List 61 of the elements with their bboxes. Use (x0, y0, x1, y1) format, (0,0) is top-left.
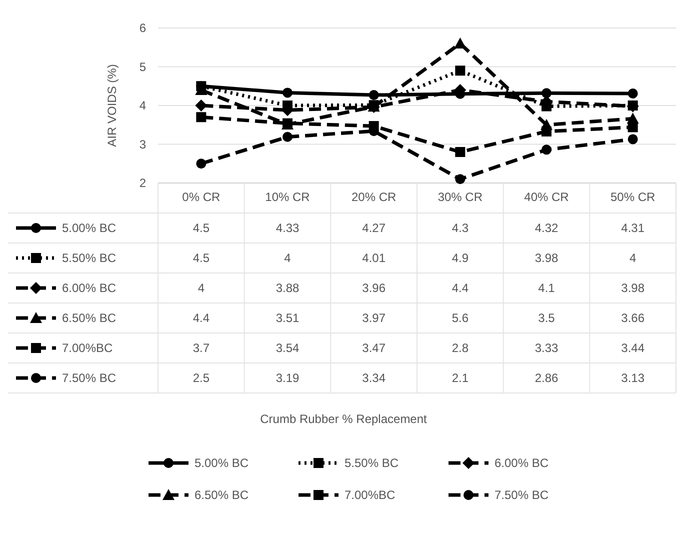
data-label: 4.32 (534, 221, 558, 236)
x-tick-label: 30% CR (438, 190, 483, 204)
y-tick-label: 2 (139, 176, 146, 190)
text: 6.00% BC (494, 456, 549, 470)
data-label: 4 (198, 281, 205, 296)
legend-label: 5.50% BC (62, 251, 116, 266)
data-label: 3.54 (276, 341, 300, 356)
data-label: 4.5 (192, 221, 210, 236)
data-label: 4.31 (621, 221, 645, 236)
y-axis-title: AIR VOIDS (%) (105, 64, 119, 147)
data-label: 3.33 (534, 341, 558, 356)
data-label: 3.98 (621, 281, 645, 296)
text: 5.00% BC (194, 456, 249, 470)
data-label: 3.34 (362, 371, 386, 386)
y-tick-label: 4 (139, 98, 146, 113)
data-label: 3.5 (538, 311, 556, 326)
text: Crumb Rubber % Replacement (260, 412, 428, 426)
x-tick-label: 20% CR (351, 190, 397, 204)
data-label: 3.44 (621, 341, 645, 356)
x-tick-label: 50% CR (610, 190, 656, 204)
data-label: 4.9 (452, 251, 469, 266)
y-tick-label: 5 (139, 60, 146, 74)
data-label: 3.51 (276, 311, 300, 326)
data-label: 3.66 (621, 311, 645, 326)
legend-label: 5.00% BC (62, 221, 116, 236)
text: 5.50% BC (344, 456, 399, 470)
legend-label: 6.00% BC (62, 281, 116, 296)
data-label: 4.33 (276, 221, 300, 236)
data-label: 4.5 (192, 251, 210, 266)
data-label: 3.88 (276, 281, 300, 296)
legend-label: 7.50% BC (62, 371, 116, 386)
legend-label: 6.50% BC (62, 311, 116, 326)
data-label: 4.4 (192, 311, 210, 326)
data-label: 4.27 (362, 221, 386, 236)
data-label: 2.1 (452, 371, 469, 386)
data-label: 4 (284, 251, 292, 266)
x-tick-label: 10% CR (265, 190, 310, 204)
data-label: 2.5 (192, 371, 210, 386)
data-label: 5.6 (452, 311, 469, 326)
data-label: 3.47 (362, 341, 386, 356)
x-tick-label: 40% CR (524, 190, 570, 204)
x-tick-label: 0% CR (182, 190, 221, 204)
data-label: 2.86 (534, 371, 558, 386)
data-label: 3.97 (362, 311, 386, 326)
data-label: 4.01 (362, 251, 386, 266)
y-tick-label: 6 (139, 21, 146, 36)
y-tick-label: 3 (139, 137, 146, 152)
data-label: 4 (629, 251, 636, 266)
data-label: 3.98 (534, 251, 558, 266)
data-label: 3.19 (276, 371, 300, 386)
text: 7.50% BC (494, 488, 549, 502)
data-label: 3.7 (192, 341, 210, 356)
data-label: 3.13 (621, 371, 645, 386)
data-label: 4.4 (452, 281, 469, 296)
text: 6.50% BC (194, 488, 249, 502)
data-label: 4.1 (538, 281, 556, 296)
data-label: 3.96 (362, 281, 386, 296)
data-label: 2.8 (452, 341, 469, 356)
legend-label: 7.00%BC (62, 341, 114, 356)
data-label: 4.3 (452, 221, 469, 236)
text: 7.00%BC (344, 488, 396, 502)
